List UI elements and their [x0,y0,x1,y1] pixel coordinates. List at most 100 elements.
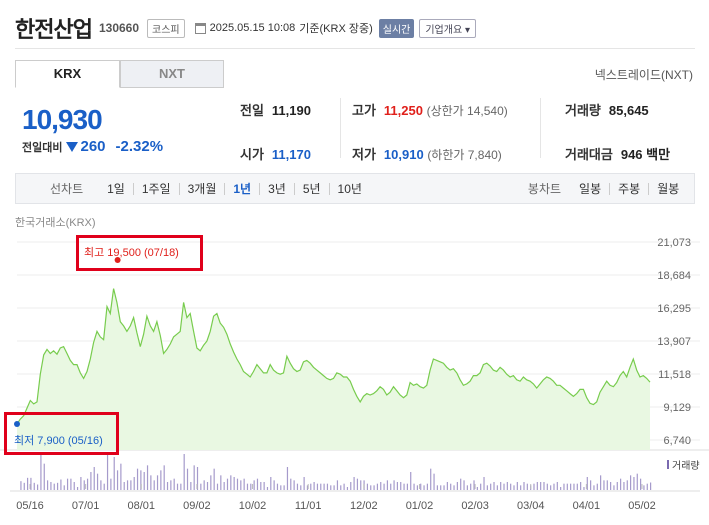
price-area [17,288,650,450]
realtime-button[interactable]: 실시간 [378,18,415,38]
volume-bar [143,472,145,490]
volume-bar [160,470,162,490]
y-tick-label: 6,740 [663,435,691,447]
volume-bar [63,485,65,490]
volume-bar [470,483,472,490]
volume-bar [346,487,349,490]
volume-bar [613,485,615,490]
candle-monthly[interactable]: 월봉 [648,182,687,195]
volume-bar [323,483,325,490]
calendar-icon [194,22,206,34]
volume-bar [516,482,518,490]
volume-bar [390,483,392,490]
volume-bar [503,483,505,490]
change-value: 260 [80,138,106,155]
volume-bar [550,485,552,490]
y-tick-label: 13,907 [657,336,691,348]
volume-bar [386,480,389,490]
range-5y[interactable]: 5년 [293,182,329,195]
volume-bar [223,482,225,490]
volume-bar [630,475,632,490]
tab-krx[interactable]: KRX [15,60,120,88]
company-overview-button[interactable]: 기업개요 ▾ [419,18,476,38]
low-annotation: 최저 7,900 (05/16) [14,435,103,447]
volume-bar [333,485,335,490]
volume-bar [220,475,222,490]
volume-bar [280,485,282,490]
volume-bar [120,463,122,490]
change-label: 전일대비 [22,141,63,154]
volume-bar [520,485,522,490]
volume-bar [483,477,485,490]
range-3y[interactable]: 3년 [259,182,294,195]
volume-bar [96,473,99,490]
current-price: 10,930 [22,104,103,135]
range-1d[interactable]: 1일 [107,181,125,196]
volume-bar [103,483,105,490]
volume-bar [150,475,152,490]
chart-range-bar: 선차트 1일 1주일 3개월 1년 3년 5년 10년 봉차트 일봉 주봉 월봉 [15,173,695,204]
volume-bar [76,487,79,490]
volume-bar [493,482,495,490]
volume-bar [360,480,362,490]
volume-bar [476,487,478,490]
volume-bar [540,482,542,490]
y-tick-label: 9,129 [663,402,691,414]
candle-weekly[interactable]: 주봉 [609,182,648,195]
range-3m[interactable]: 3개월 [178,182,225,195]
stat-open: 시가 11,170 [240,147,311,162]
volume-bar [320,483,322,490]
volume-bar [543,482,545,490]
volume-bar [403,483,405,490]
x-tick-label: 07/01 [72,500,100,512]
volume-bar [30,477,32,490]
volume-bar [193,465,195,490]
range-1w[interactable]: 1주일 [132,182,179,195]
x-tick-label: 03/04 [517,500,545,512]
volume-bar [116,470,119,490]
volume-bar [306,485,309,490]
volume-bar [566,483,568,490]
volume-bar [443,485,445,490]
volume-bar [226,478,229,490]
volume-bar [153,480,155,490]
volume-bar [166,482,169,490]
volume-bar [183,454,185,490]
volume-bar [163,465,165,490]
volume-bar [216,483,219,490]
nextrade-link[interactable]: 넥스트레이드(NXT) [594,68,693,82]
y-tick-label: 18,684 [657,270,691,282]
volume-bar [343,483,345,490]
volume-bar [486,485,488,490]
x-tick-label: 09/02 [183,500,211,512]
x-tick-label: 02/03 [461,500,489,512]
range-10y[interactable]: 10년 [328,182,370,195]
x-tick-label: 05/16 [16,500,44,512]
high-annotation: 최고 19,500 (07/18) [84,247,179,259]
candle-chart-label: 봉차트 [527,182,562,196]
volume-bar [36,484,39,490]
volume-bar [583,487,585,490]
candle-daily[interactable]: 일봉 [579,181,602,196]
volume-bar [93,467,95,490]
volume-legend-label: 거래량 [672,461,700,472]
volume-bar [256,478,259,490]
volume-bar [353,477,355,490]
stat-low: 저가 10,910 (하한가 7,840) [352,147,502,162]
range-1y[interactable]: 1년 [224,182,259,195]
market-badge: 코스피 [147,18,185,38]
volume-legend-swatch [667,460,669,469]
volume-bar [246,483,249,490]
tab-nxt[interactable]: NXT [120,60,224,88]
volume-bar [233,477,235,490]
volume-bar [196,467,199,490]
volume-bar [490,483,492,490]
volume-bar [356,478,359,490]
volume-bar [563,483,565,490]
volume-bar [420,483,422,490]
y-tick-label: 16,295 [657,303,691,315]
price-chart[interactable]: 21,073 18,684 16,295 13,907 11,518 9,129 6,740… [0,228,709,525]
volume-bar [46,480,49,490]
volume-bar [430,468,432,490]
volume-bar [380,482,382,490]
